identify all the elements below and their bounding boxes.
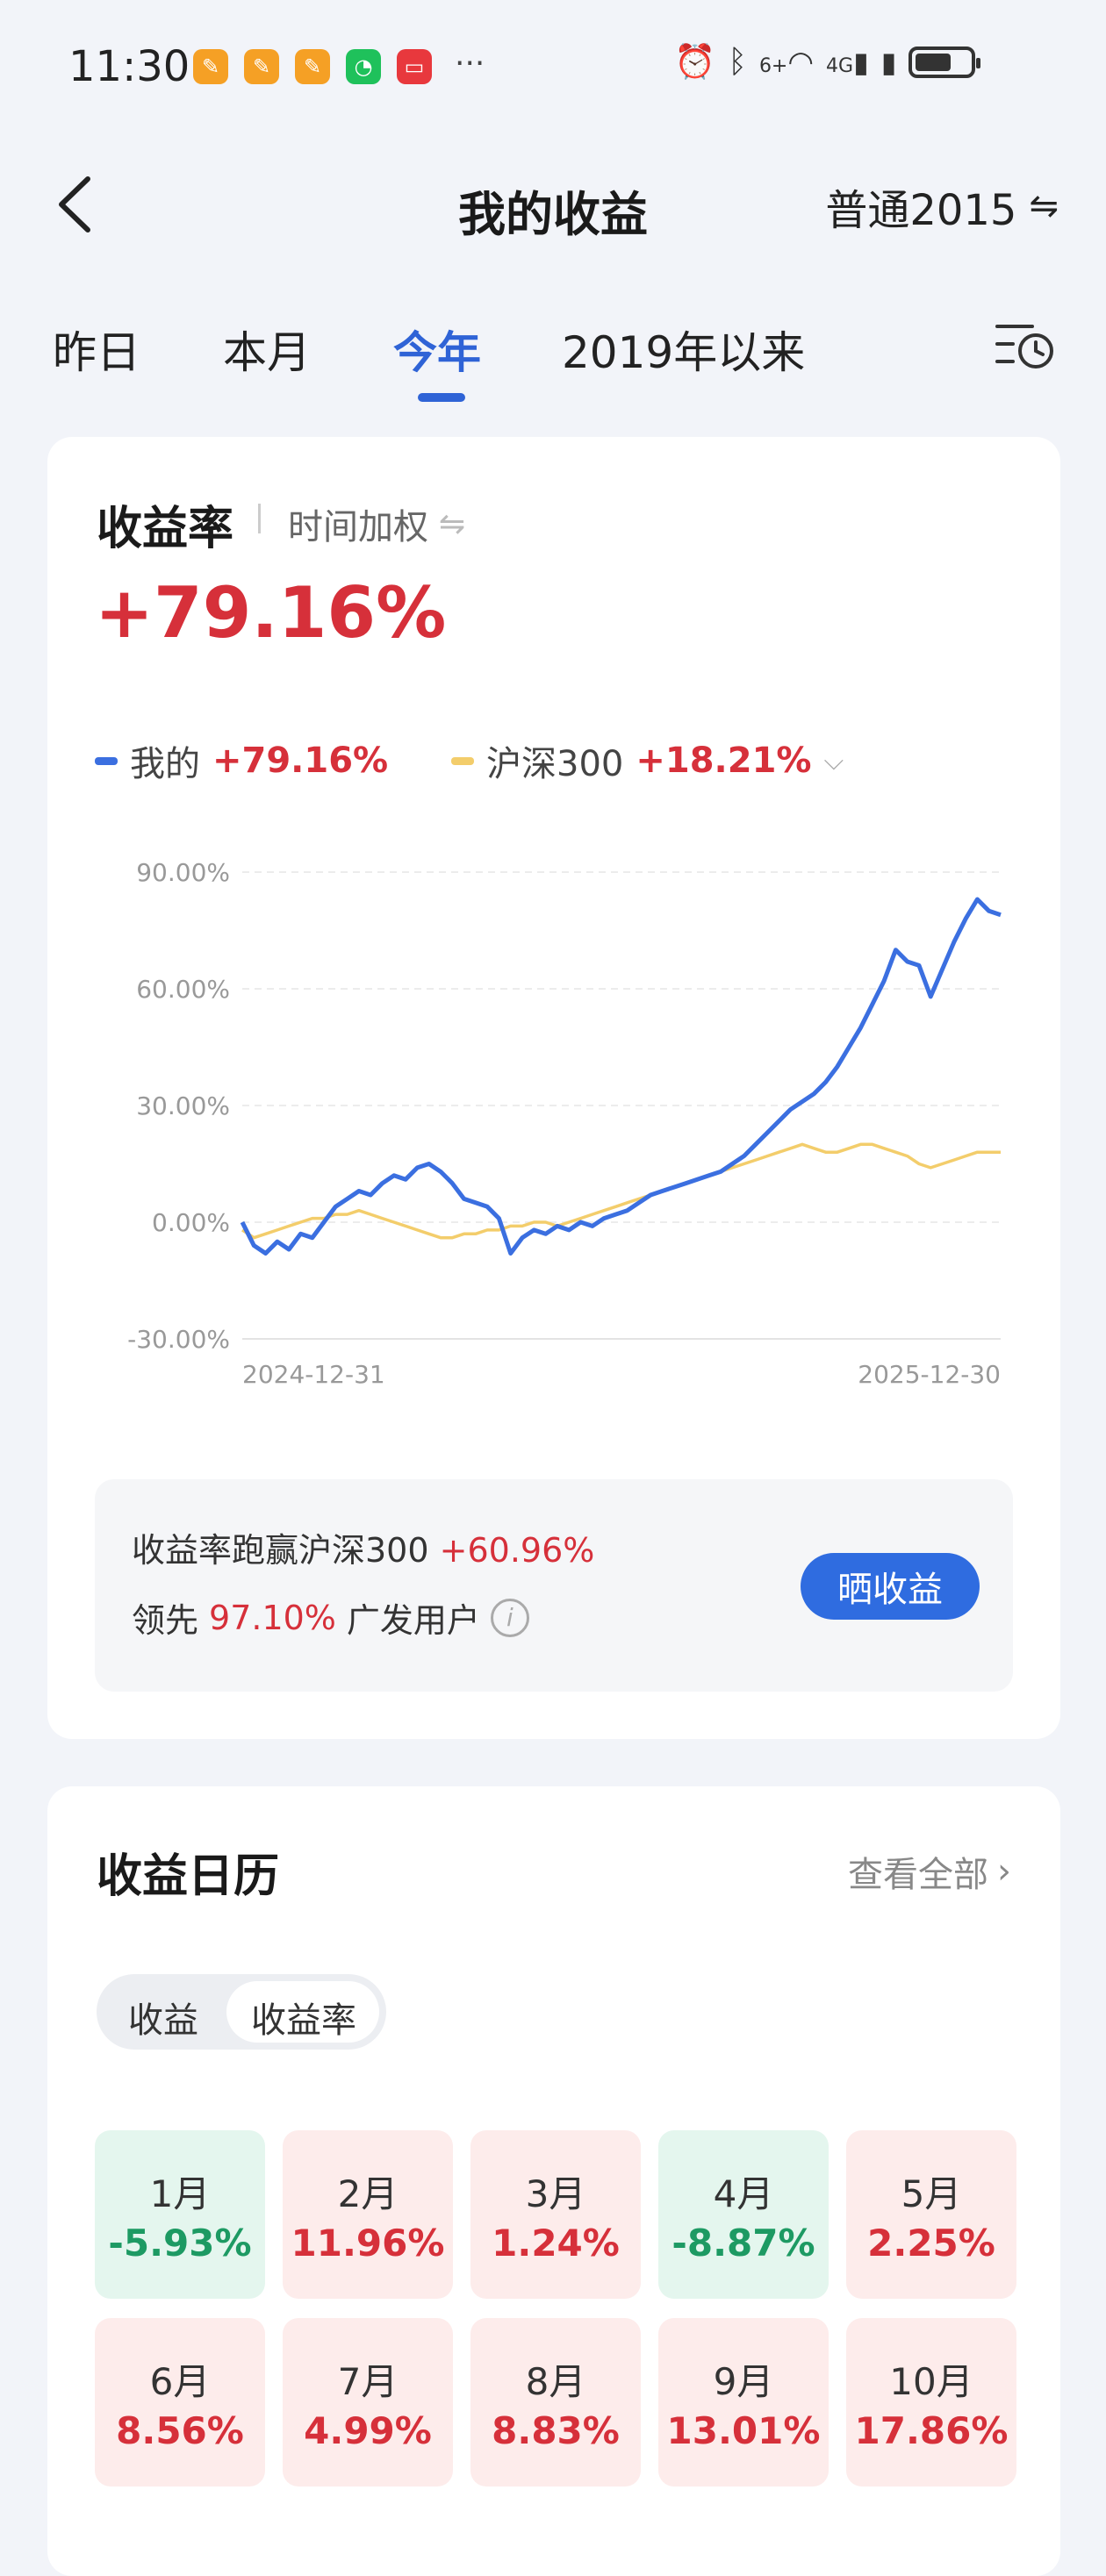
calendar-title: 收益日历	[97, 1850, 280, 1903]
divider	[258, 504, 261, 533]
switch-icon: ⇋	[1029, 186, 1059, 226]
info-icon[interactable]: i	[490, 1598, 529, 1637]
notification-icons: ✎ ✎ ✎ ◔ ▭	[193, 49, 432, 84]
lead-users-text: 领先 97.10% 广发用户 i	[132, 1593, 529, 1642]
active-tab-indicator	[418, 393, 465, 402]
battery-icon	[908, 46, 981, 78]
share-returns-button[interactable]: 晒收益	[801, 1553, 980, 1620]
legend-mine: 我的 +79.16%	[95, 735, 388, 786]
more-notifications-icon: ···	[455, 46, 485, 82]
page-title: 我的收益	[458, 187, 648, 242]
tab-since-2019[interactable]: 2019年以来	[562, 327, 806, 378]
app-notification-icon: ✎	[295, 49, 330, 84]
month-label: 4月	[713, 2172, 774, 2215]
month-label: 8月	[525, 2360, 586, 2403]
month-label: 9月	[713, 2360, 774, 2403]
legend-name: 沪深300	[486, 744, 624, 784]
month-return-value: 4.99%	[304, 2409, 432, 2452]
y-tick-label: 0.00%	[152, 1208, 230, 1237]
x-tick-label: 2025-12-30	[858, 1360, 1001, 1389]
returns-value: +79.16%	[95, 572, 447, 654]
series-line-mine	[240, 897, 1002, 1256]
series-line-benchmark	[241, 1142, 1001, 1240]
segment-returns[interactable]: 收益	[128, 2000, 198, 2041]
month-return-value: 8.56%	[116, 2409, 244, 2452]
y-tick-label: -30.00%	[127, 1325, 230, 1354]
month-label: 6月	[149, 2360, 211, 2403]
month-cell[interactable]: 9月 13.01%	[658, 2318, 829, 2487]
bluetooth-icon: ᛒ	[728, 44, 747, 80]
y-tick-label: 90.00%	[136, 858, 230, 887]
swap-icon: ⇋	[439, 505, 466, 542]
month-cell[interactable]: 7月 4.99%	[283, 2318, 453, 2487]
cell-signal-2-icon: ▮	[880, 45, 897, 79]
legend-benchmark[interactable]: 沪深300 +18.21% ⌵	[451, 735, 844, 786]
y-tick-label: 60.00%	[136, 975, 230, 1004]
segment-selected-bg	[226, 1981, 379, 2043]
legend-swatch	[95, 756, 118, 765]
account-switcher[interactable]: 普通2015 ⇋	[825, 175, 1059, 237]
system-status: ⏰ ᛒ 6+◠ 4G▮ ▮	[674, 42, 981, 82]
chevron-down-icon: ⌵	[823, 745, 844, 776]
legend-value: +18.21%	[636, 741, 812, 781]
month-label: 3月	[525, 2172, 586, 2215]
y-tick-label: 30.00%	[136, 1091, 230, 1120]
legend-swatch	[451, 756, 474, 765]
status-time: 11:30	[68, 42, 190, 91]
month-cell[interactable]: 1月 -5.93%	[95, 2130, 265, 2299]
month-return-value: 1.24%	[492, 2222, 620, 2265]
x-tick-label: 2024-12-31	[242, 1360, 385, 1389]
month-return-value: 17.86%	[854, 2409, 1009, 2452]
segment-return-rate[interactable]: 收益率	[251, 2000, 356, 2041]
month-return-value: 11.96%	[291, 2222, 445, 2265]
tab-yesterday[interactable]: 昨日	[53, 327, 140, 378]
month-label: 7月	[337, 2360, 399, 2403]
month-cell[interactable]: 8月 8.83%	[470, 2318, 641, 2487]
tab-this-month[interactable]: 本月	[223, 327, 311, 378]
back-icon[interactable]	[53, 172, 105, 237]
beat-benchmark-text: 收益率跑赢沪深300 +60.96%	[132, 1531, 595, 1570]
month-label: 5月	[901, 2172, 962, 2215]
app-notification-icon: ▭	[397, 49, 432, 84]
returns-title: 收益率	[97, 503, 234, 555]
legend-name: 我的	[130, 744, 200, 784]
history-list-icon[interactable]	[994, 318, 1057, 370]
chevron-right-icon: ›	[997, 1851, 1011, 1892]
method-switch[interactable]: 时间加权 ⇋	[288, 498, 465, 549]
month-cell[interactable]: 4月 -8.87%	[658, 2130, 829, 2299]
legend-value: +79.16%	[212, 741, 389, 781]
method-label: 时间加权	[288, 507, 428, 547]
app-notification-icon: ✎	[193, 49, 228, 84]
month-label: 2月	[337, 2172, 399, 2215]
wifi-icon: 6+◠	[758, 44, 815, 80]
month-return-value: 2.25%	[867, 2222, 995, 2265]
view-all-link[interactable]: 查看全部 ›	[848, 1851, 1011, 1895]
tab-this-year[interactable]: 今年	[393, 327, 481, 378]
lead-value: 97.10%	[209, 1598, 336, 1637]
account-name: 普通2015	[825, 186, 1017, 235]
month-label: 1月	[149, 2172, 211, 2215]
month-cell[interactable]: 5月 2.25%	[846, 2130, 1016, 2299]
month-label: 10月	[889, 2360, 973, 2403]
month-return-value: 8.83%	[492, 2409, 620, 2452]
month-cell[interactable]: 6月 8.56%	[95, 2318, 265, 2487]
month-cell[interactable]: 3月 1.24%	[470, 2130, 641, 2299]
month-cell[interactable]: 10月 17.86%	[846, 2318, 1016, 2487]
month-cell[interactable]: 2月 11.96%	[283, 2130, 453, 2299]
alarm-icon: ⏰	[674, 42, 716, 81]
month-return-value: -8.87%	[672, 2222, 815, 2265]
wechat-icon: ◔	[346, 49, 381, 84]
app-notification-icon: ✎	[244, 49, 279, 84]
month-return-value: -5.93%	[108, 2222, 252, 2265]
cell-signal-icon: 4G▮	[826, 45, 869, 79]
returns-chart[interactable]: 90.00% 60.00% 30.00% 0.00% -30.00% 2024-12-31…	[114, 842, 1009, 1404]
beat-value: +60.96%	[439, 1531, 595, 1570]
month-return-value: 13.01%	[666, 2409, 821, 2452]
